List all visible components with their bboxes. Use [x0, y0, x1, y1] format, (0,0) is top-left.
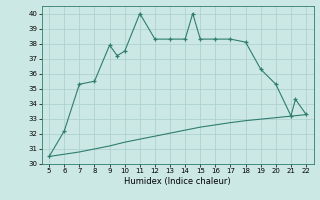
- X-axis label: Humidex (Indice chaleur): Humidex (Indice chaleur): [124, 177, 231, 186]
